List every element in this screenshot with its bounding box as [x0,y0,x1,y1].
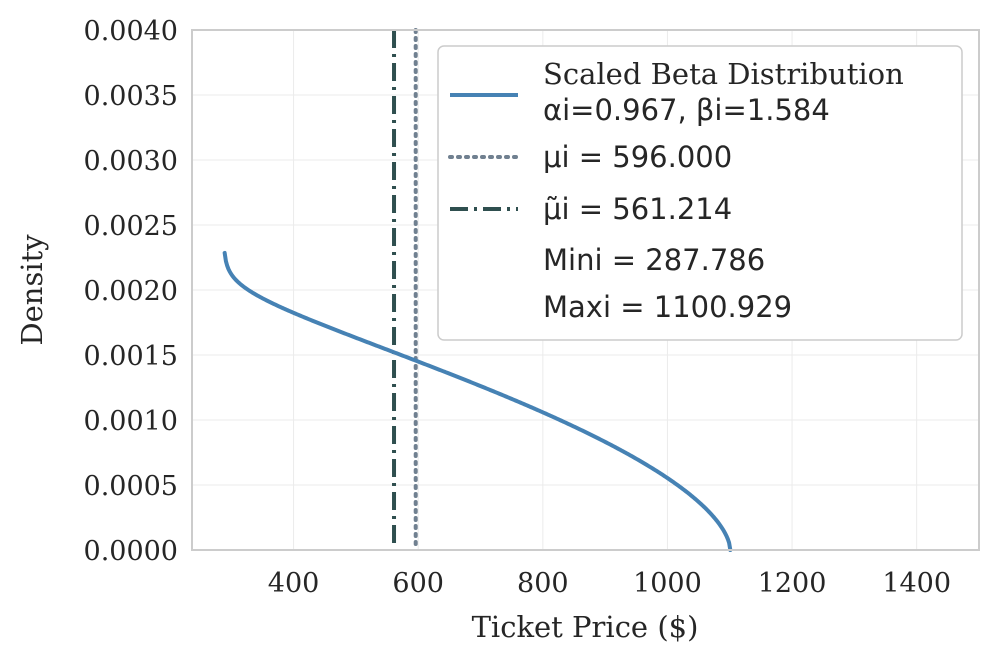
x-tick-label: 400 [268,568,320,599]
beta-density-curve [222,250,733,552]
y-axis-title: Density [15,234,49,346]
legend-label-max: Maxi = 1100.929 [543,290,792,324]
legend-label-curve-params: αi=0.967, βi=1.584 [543,93,830,127]
y-tick-label: 0.0030 [84,146,178,177]
x-tick-label: 800 [517,568,569,599]
legend-label-mean: μi = 596.000 [543,140,732,174]
plot-frame [191,29,980,551]
y-tick-label: 0.0040 [84,16,178,47]
y-tick-label: 0.0000 [84,536,178,567]
curve-layer [222,250,733,552]
legend: Scaled Beta Distribution αi=0.967, βi=1.… [437,45,963,341]
x-tick-label: 600 [392,568,444,599]
y-tick-label: 0.0005 [84,471,178,502]
x-tick-label: 1200 [758,568,827,599]
y-tick-label: 0.0025 [84,211,178,242]
x-tick-label: 1400 [882,568,951,599]
legend-box [437,45,963,341]
x-axis-ticks: 400 600 800 1000 1200 1400 [268,568,951,599]
legend-label-min: Mini = 287.786 [543,243,765,277]
legend-label-curve: Scaled Beta Distribution [543,57,904,91]
x-tick-label: 1000 [633,568,702,599]
y-tick-label: 0.0035 [84,81,178,112]
y-axis-ticks: 0.0000 0.0005 0.0010 0.0015 0.0020 0.0025 0.00… [84,16,178,567]
reference-lines [392,28,418,552]
y-tick-label: 0.0020 [84,276,178,307]
y-tick-label: 0.0010 [84,406,178,437]
y-tick-label: 0.0015 [84,341,178,372]
x-axis-title: Ticket Price ($) [472,610,699,644]
legend-label-median: μ̃i = 561.214 [543,192,732,226]
